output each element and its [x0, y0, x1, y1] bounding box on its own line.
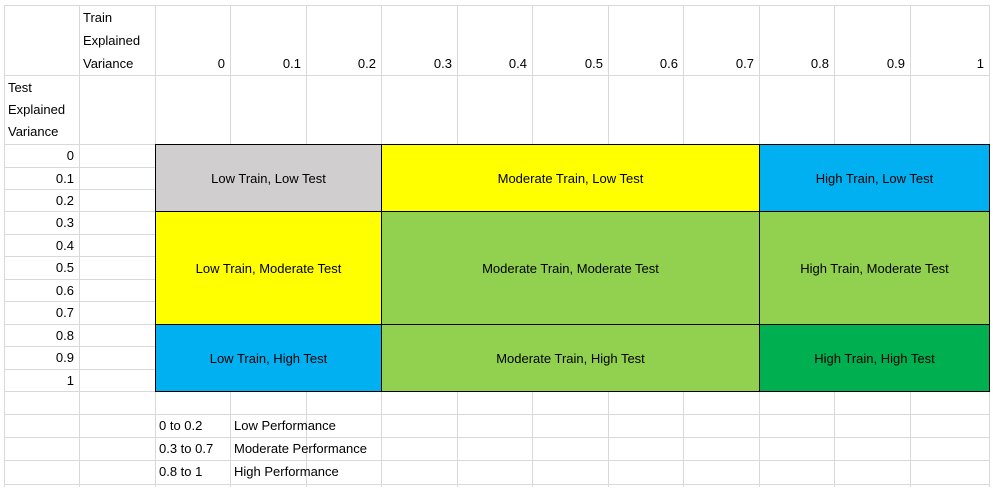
test-value-cell[interactable]: 1 [66, 373, 74, 388]
train-value-cell[interactable]: 0.9 [886, 56, 905, 71]
region-high-train-low-test[interactable]: High Train, Low Test [759, 144, 990, 212]
legend-text-moderate[interactable]: Moderate Performance [234, 441, 367, 456]
gridline [4, 414, 990, 415]
region-low-train-high-test[interactable]: Low Train, High Test [155, 324, 382, 392]
train-value-cell[interactable]: 0.6 [659, 56, 678, 71]
test-value-cell[interactable]: 0.9 [55, 350, 74, 365]
test-value-cell[interactable]: 0.7 [55, 305, 74, 320]
test-header-line-3: Variance [8, 124, 59, 139]
region-label: Low Train, Low Test [211, 170, 326, 186]
region-label: High Train, High Test [814, 350, 935, 366]
legend-range-low[interactable]: 0 to 0.2 [159, 418, 203, 433]
train-header-line-2: Explained [83, 33, 141, 48]
train-value-cell[interactable]: 0.7 [735, 56, 754, 71]
test-value-cell[interactable]: 0.3 [55, 215, 74, 230]
train-value-cell[interactable]: 0 [217, 56, 225, 71]
legend-range-high[interactable]: 0.8 to 1 [159, 464, 203, 479]
train-header-line-3: Variance [83, 56, 134, 71]
region-moderate-train-high-test[interactable]: Moderate Train, High Test [381, 324, 760, 392]
gridline [4, 5, 990, 6]
train-value-cell[interactable]: 0.1 [282, 56, 301, 71]
test-value-cell[interactable]: 0.4 [55, 238, 74, 253]
test-header-line-2: Explained [8, 102, 66, 117]
region-label: Moderate Train, High Test [496, 350, 645, 366]
test-value-cell[interactable]: 0.2 [55, 193, 74, 208]
train-header-line-1: Train [83, 10, 113, 25]
test-value-cell[interactable]: 0.8 [55, 328, 74, 343]
region-moderate-train-moderate-test[interactable]: Moderate Train, Moderate Test [381, 211, 760, 325]
region-label: Moderate Train, Low Test [497, 170, 644, 186]
region-label: High Train, Low Test [815, 170, 934, 186]
gridline [79, 5, 80, 487]
region-low-train-moderate-test[interactable]: Low Train, Moderate Test [155, 211, 382, 325]
test-value-cell[interactable]: 0.6 [55, 283, 74, 298]
train-value-cell[interactable]: 0.4 [508, 56, 527, 71]
legend-range-moderate[interactable]: 0.3 to 0.7 [159, 441, 214, 456]
train-value-cell[interactable]: 0.8 [810, 56, 829, 71]
region-label: High Train, Moderate Test [800, 260, 949, 276]
train-value-cell[interactable]: 0.5 [584, 56, 603, 71]
test-value-cell[interactable]: 0.5 [55, 260, 74, 275]
region-high-train-moderate-test[interactable]: High Train, Moderate Test [759, 211, 990, 325]
legend-text-low[interactable]: Low Performance [234, 418, 336, 433]
train-value-cell[interactable]: 0.2 [357, 56, 376, 71]
legend-text-high[interactable]: High Performance [234, 464, 339, 479]
region-label: Low Train, Moderate Test [195, 260, 342, 276]
gridline [4, 437, 990, 438]
region-low-train-low-test[interactable]: Low Train, Low Test [155, 144, 382, 212]
gridline [4, 75, 990, 76]
region-moderate-train-low-test[interactable]: Moderate Train, Low Test [381, 144, 760, 212]
test-header-line-1: Test [8, 80, 32, 95]
region-label: Low Train, High Test [209, 350, 328, 366]
gridline [4, 5, 5, 487]
train-value-cell[interactable]: 0.3 [433, 56, 452, 71]
test-value-cell[interactable]: 0.1 [55, 171, 74, 186]
region-label: Moderate Train, Moderate Test [482, 260, 659, 276]
region-high-train-high-test[interactable]: High Train, High Test [759, 324, 990, 392]
gridline [4, 460, 990, 461]
test-value-cell[interactable]: 0 [66, 148, 74, 163]
gridline [4, 484, 990, 485]
train-value-cell[interactable]: 1 [976, 56, 984, 71]
